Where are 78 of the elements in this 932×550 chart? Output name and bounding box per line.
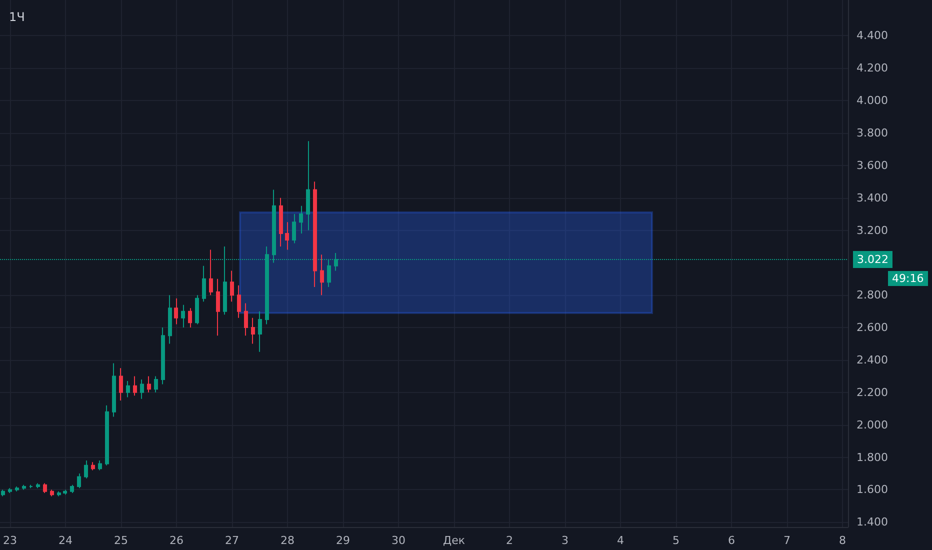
- candlestick: [105, 404, 109, 466]
- candlestick: [161, 327, 165, 385]
- candlestick: [36, 482, 40, 489]
- candlestick: [174, 298, 178, 325]
- candlestick: [299, 205, 303, 234]
- candlestick: [91, 462, 95, 471]
- candlestick: [84, 460, 88, 479]
- x-tick-label: 7: [783, 534, 790, 547]
- candlestick: [119, 368, 123, 402]
- y-tick-label: 3.200: [856, 224, 888, 237]
- x-tick-label: 29: [336, 534, 350, 547]
- candlestick: [313, 181, 317, 288]
- candlestick: [258, 310, 262, 352]
- candlestick: [202, 265, 206, 302]
- candlestick: [181, 304, 185, 328]
- x-tick-label: 8: [838, 534, 846, 547]
- y-tick-label: 2.600: [856, 321, 888, 334]
- candlestick: [140, 378, 144, 400]
- x-tick-label: 3: [561, 534, 568, 547]
- y-tick-label: 2.000: [856, 418, 888, 432]
- candlestick: [29, 484, 33, 489]
- x-tick-label: 5: [672, 534, 680, 547]
- candlestick: [154, 376, 158, 393]
- y-tick-label: 2.400: [856, 353, 888, 366]
- candlestick: [168, 294, 172, 344]
- x-tick-label: 24: [58, 534, 72, 547]
- candlestick: [133, 376, 137, 396]
- candlestick: [98, 460, 102, 471]
- x-tick-label: 27: [224, 534, 239, 547]
- y-tick-label: 3.400: [856, 191, 888, 204]
- candlestick: [112, 362, 116, 418]
- x-tick-label: 23: [3, 534, 17, 547]
- text: 49:16: [892, 272, 924, 285]
- candlestick: [147, 376, 151, 393]
- candlestick: [251, 317, 255, 344]
- ref-line-label: 3.022: [857, 252, 888, 266]
- y-tick-label: 2.200: [856, 386, 888, 399]
- candlestick: [285, 222, 289, 250]
- x-tick-label: 30: [391, 534, 406, 547]
- candlestick: [57, 490, 61, 497]
- candlestick: [320, 254, 324, 296]
- y-tick-label: 4.400: [856, 29, 888, 42]
- candlestick: [50, 489, 54, 497]
- y-tick-label: 3.800: [856, 126, 888, 140]
- candlestick: [70, 484, 74, 494]
- y-tick-label: 3.600: [856, 158, 888, 172]
- candlestick: [230, 270, 234, 302]
- y-tick-label: 2.800: [856, 288, 888, 302]
- candlestick: [43, 482, 47, 494]
- candlestick: [63, 489, 67, 496]
- candlestick: [279, 197, 283, 247]
- x-tick-label: 4: [616, 534, 624, 547]
- candlestick: [306, 140, 310, 231]
- candlestick: [15, 486, 19, 492]
- text: 1Ч: [9, 10, 25, 24]
- y-tick-label: 4.000: [856, 94, 888, 108]
- candlestick: [216, 278, 220, 336]
- x-tick-label: 28: [280, 534, 294, 547]
- x-tick-label: 6: [728, 534, 735, 547]
- x-tick-label: 26: [169, 534, 184, 547]
- x-tick-label: Дек: [442, 534, 466, 547]
- candlestick: [209, 249, 213, 296]
- x-tick-label: 2: [506, 534, 513, 547]
- y-tick-label: 1.800: [856, 450, 888, 464]
- candlestick: [77, 472, 81, 489]
- candlestick: [126, 380, 130, 398]
- x-tick-label: 25: [114, 534, 128, 547]
- candlestick: [237, 284, 241, 318]
- candlestick: [188, 308, 192, 328]
- candlestick: [292, 214, 296, 244]
- candlestick: [195, 294, 199, 325]
- candlestick: [22, 484, 26, 490]
- candlestick: [244, 302, 248, 336]
- candlestick: [8, 488, 12, 494]
- y-tick-label: 4.200: [856, 62, 888, 75]
- y-tick-label: 1.400: [856, 516, 888, 529]
- candlestick: [1, 489, 5, 497]
- y-tick-label: 1.600: [856, 483, 888, 496]
